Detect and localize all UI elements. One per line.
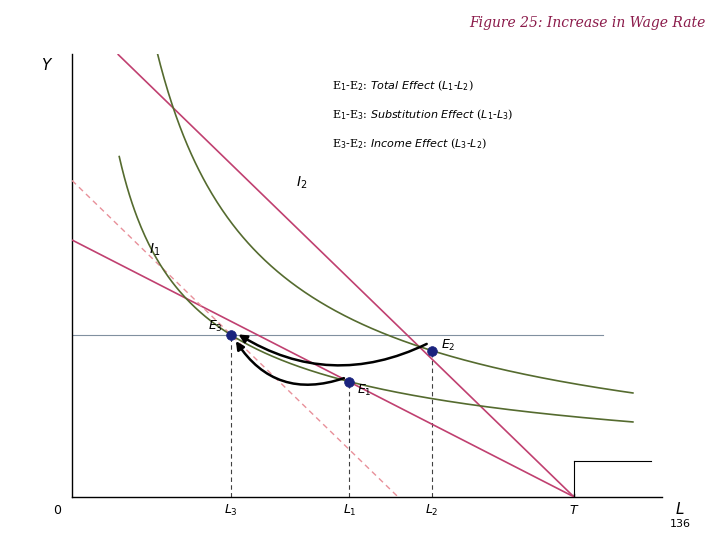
Text: 0: 0 [53, 504, 61, 517]
Text: $T$: $T$ [569, 504, 579, 517]
Text: $I_1$: $I_1$ [149, 241, 160, 258]
Text: E$_1$-E$_2$: $\mathit{Total\ Effect}$ ($L_1$-$L_2$): E$_1$-E$_2$: $\mathit{Total\ Effect}$ ($… [332, 79, 474, 93]
Text: $L_2$: $L_2$ [426, 503, 439, 518]
Text: 136: 136 [670, 519, 691, 529]
Text: L: L [675, 502, 684, 517]
Text: Figure 25: Increase in Wage Rate: Figure 25: Increase in Wage Rate [469, 16, 706, 30]
Text: E$_3$-E$_2$: $\mathit{Income\ Effect}$ ($L_3$-$L_2$): E$_3$-E$_2$: $\mathit{Income\ Effect}$ (… [332, 136, 487, 151]
Text: $E_3$: $E_3$ [208, 319, 222, 334]
Text: $I_2$: $I_2$ [297, 175, 307, 191]
Text: $L_3$: $L_3$ [225, 503, 238, 518]
Text: $E_2$: $E_2$ [441, 338, 456, 353]
Text: Y: Y [41, 58, 50, 73]
Text: $L_1$: $L_1$ [343, 503, 356, 518]
Text: E$_1$-E$_3$: $\mathit{Substitution\ Effect}$ ($L_1$-$L_3$): E$_1$-E$_3$: $\mathit{Substitution\ Effe… [332, 107, 513, 122]
Text: $E_1$: $E_1$ [356, 383, 372, 398]
